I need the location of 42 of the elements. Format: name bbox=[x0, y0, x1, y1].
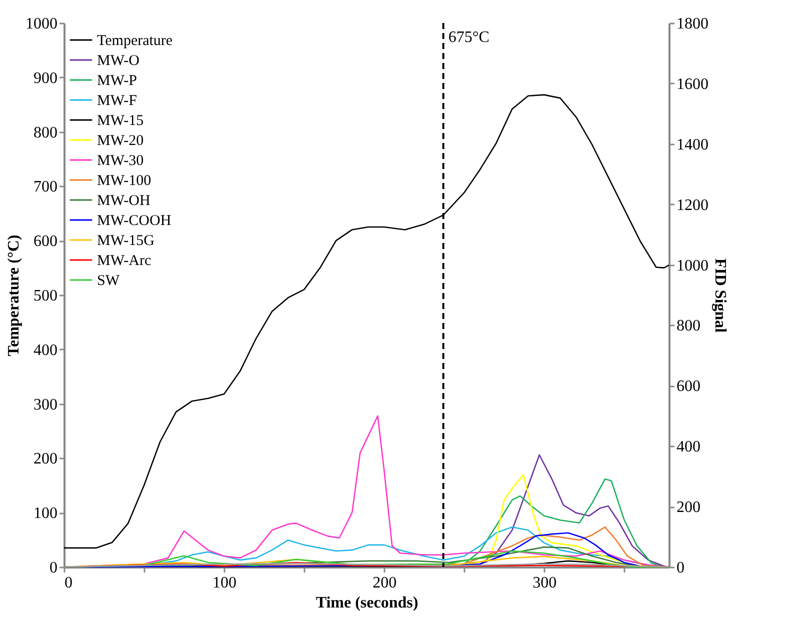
y-tick-label: 400 bbox=[34, 342, 58, 359]
legend-label: MW-COOH bbox=[97, 213, 172, 229]
x-tick-label: 0 bbox=[64, 574, 72, 592]
y2-tick-label: 800 bbox=[676, 318, 700, 335]
y2-tick-label: 1800 bbox=[676, 16, 708, 32]
legend-label: MW-F bbox=[97, 93, 138, 109]
y2-tick-label: 1200 bbox=[676, 196, 708, 214]
y-tick-label: 300 bbox=[34, 396, 58, 414]
y2-tick-label: 400 bbox=[676, 438, 700, 456]
y2-axis-title: FID Signal bbox=[712, 258, 728, 334]
y-axis-title: Temperature (°C) bbox=[6, 234, 22, 356]
ref-line-label: 675°C bbox=[448, 29, 490, 46]
legend-label: MW-30 bbox=[97, 153, 144, 169]
y2-tick-label: 1600 bbox=[676, 76, 708, 93]
x-axis-title: Time (seconds) bbox=[316, 594, 418, 612]
legend-label: MW-Arc bbox=[97, 253, 152, 269]
legend-label: MW-O bbox=[97, 53, 140, 69]
legend-label: MW-20 bbox=[97, 133, 144, 149]
legend-label: MW-P bbox=[97, 73, 138, 89]
y-tick-label: 500 bbox=[34, 288, 58, 304]
y2-tick-label: 0 bbox=[676, 560, 684, 576]
y-tick-label: 600 bbox=[34, 233, 58, 250]
legend-label: MW-100 bbox=[97, 173, 152, 189]
y-tick-label: 800 bbox=[34, 124, 58, 142]
y-tick-label: 0 bbox=[50, 560, 58, 576]
x-tick-label: 100 bbox=[212, 574, 237, 592]
y2-tick-label: 1400 bbox=[676, 136, 708, 154]
legend-label: SW bbox=[97, 273, 120, 289]
legend-label: MW-15G bbox=[97, 233, 155, 249]
y-tick-label: 900 bbox=[34, 70, 58, 87]
y-tick-label: 1000 bbox=[26, 16, 58, 32]
legend-label: MW-15 bbox=[97, 113, 144, 129]
y2-tick-label: 200 bbox=[676, 499, 700, 516]
legend-label: Temperature bbox=[97, 33, 173, 49]
y-tick-label: 700 bbox=[34, 178, 58, 196]
y-tick-label: 100 bbox=[34, 505, 58, 522]
x-tick-label: 200 bbox=[372, 574, 397, 592]
y-tick-label: 200 bbox=[34, 450, 58, 468]
y2-tick-label: 1000 bbox=[676, 257, 708, 274]
legend-label: MW-OH bbox=[97, 193, 150, 209]
x-tick-label: 300 bbox=[532, 574, 557, 592]
y2-tick-label: 600 bbox=[676, 378, 700, 396]
